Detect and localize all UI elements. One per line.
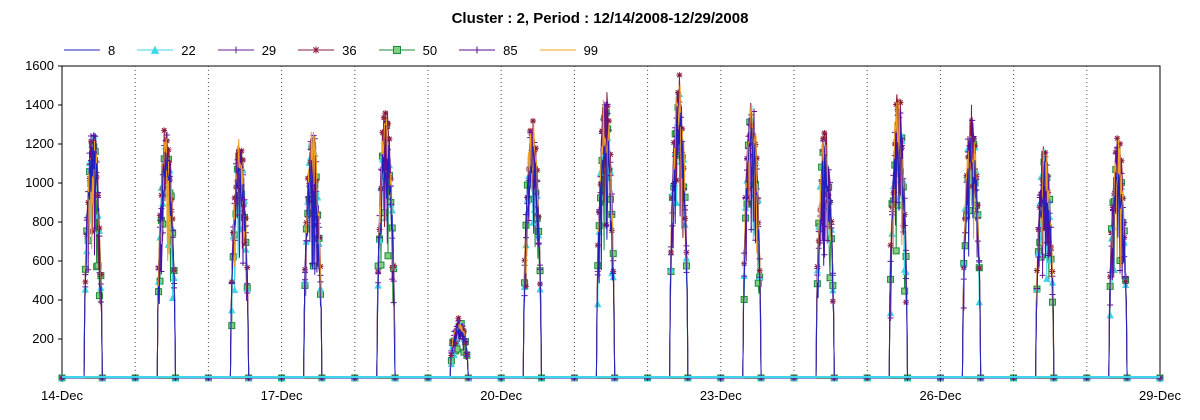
x-tick-label: 29-Dec — [1139, 388, 1181, 403]
y-tick-label: 1400 — [25, 97, 54, 112]
series-line-22 — [62, 93, 1160, 379]
y-tick-label: 400 — [32, 292, 54, 307]
x-tick-label: 17-Dec — [261, 388, 303, 403]
y-tick-label: 1600 — [25, 58, 54, 73]
series-markers-22 — [58, 89, 1164, 382]
x-tick-label: 26-Dec — [919, 388, 961, 403]
legend-swatch — [217, 46, 254, 54]
series-50 — [58, 100, 1164, 382]
legend-item-99: 99 — [538, 42, 598, 58]
legend-item-36: 36 — [296, 42, 357, 58]
series-markers-50 — [58, 104, 1164, 382]
series-85 — [59, 93, 1163, 381]
y-tick-label: 200 — [32, 331, 54, 346]
x-tick-label: 14-Dec — [41, 388, 83, 403]
series-markers-85 — [59, 101, 1163, 381]
series-8 — [62, 106, 1160, 379]
series-22 — [58, 89, 1164, 382]
series-line-8 — [62, 106, 1160, 379]
legend-label: 22 — [181, 42, 196, 58]
legend-swatch — [539, 49, 576, 51]
y-tick-label: 800 — [32, 214, 54, 229]
legend-swatch — [378, 46, 415, 54]
y-tick-label: 600 — [32, 253, 54, 268]
legend-label: 29 — [261, 42, 277, 58]
series-line-29 — [62, 100, 1160, 379]
legend-item-8: 8 — [62, 42, 115, 58]
legend-label: 99 — [583, 42, 599, 58]
legend-label: 36 — [342, 42, 357, 58]
legend: 8 22 29 36 50 85 99 — [62, 42, 618, 58]
legend-swatch — [298, 46, 335, 54]
day-gridlines — [134, 66, 1088, 378]
y-tick-label: 1000 — [25, 175, 54, 190]
series-markers-29 — [59, 99, 1163, 381]
legend-swatch — [459, 46, 496, 54]
legend-label: 8 — [108, 42, 116, 58]
chart-title: Cluster : 2, Period : 12/14/2008-12/29/2… — [451, 10, 749, 27]
y-tick-label: 1200 — [25, 136, 54, 151]
x-tick-label: 23-Dec — [700, 388, 742, 403]
x-tick-label: 20-Dec — [480, 388, 522, 403]
legend-item-50: 50 — [377, 42, 437, 58]
legend-item-29: 29 — [216, 42, 276, 58]
legend-label: 50 — [422, 42, 438, 58]
legend-label: 85 — [503, 42, 518, 58]
legend-swatch — [64, 49, 100, 51]
legend-item-85: 85 — [457, 42, 518, 58]
series-29 — [59, 99, 1163, 381]
series-line-85 — [62, 93, 1160, 379]
legend-item-22: 22 — [135, 42, 196, 58]
legend-swatch — [137, 45, 174, 54]
series-line-50 — [62, 100, 1160, 379]
